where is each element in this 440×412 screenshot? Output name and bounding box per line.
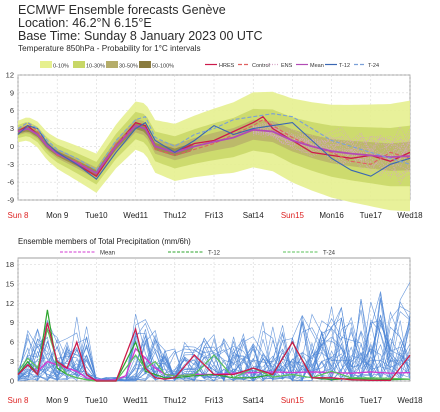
precip-x-tick-label: Sun 8 — [8, 396, 29, 405]
precip-member-line — [17, 316, 411, 382]
precip-member-line — [17, 306, 411, 382]
temp-x-tick-label: Sun15 — [281, 211, 305, 220]
prob-band-30-50 — [18, 118, 410, 179]
line-legend-label: ENS — [281, 63, 293, 69]
precip-y-tick-label: 0 — [10, 377, 14, 386]
temp-y-tick-label: 12 — [6, 71, 14, 80]
temp-x-tick-label: Fri13 — [205, 211, 224, 220]
location-label: Location: 46.2°N 6.15°E — [18, 16, 152, 30]
temp-y-tick-label: 0 — [10, 142, 14, 151]
ens-member-line — [253, 123, 411, 154]
temp-series-control — [17, 118, 411, 174]
precip-series-t12 — [17, 309, 411, 382]
ens-member-line — [253, 126, 411, 174]
ens-member-line — [253, 124, 411, 156]
precip-y-tick-label: 3 — [10, 357, 14, 366]
temp-x-tick-label: Sun 8 — [8, 211, 29, 220]
temp-x-tick-label: Sat14 — [243, 211, 264, 220]
precip-y-tick-label: 18 — [6, 260, 14, 269]
temp-y-tick-label: -6 — [7, 178, 14, 187]
line-legend-label: Control — [252, 63, 270, 69]
chart-subtitle: Temperature 850hPa - Probability for 1°C… — [18, 44, 201, 53]
precip-member-line — [17, 311, 411, 382]
temp-y-tick-label: 3 — [10, 124, 14, 133]
temp-series-t24 — [17, 113, 411, 171]
temp-y-tick-label: -3 — [7, 160, 14, 169]
ens-member-line — [253, 120, 411, 161]
ens-member-line — [253, 120, 411, 154]
precip-members-group — [17, 282, 411, 382]
precip-x-tick-label: Tue10 — [85, 396, 108, 405]
precip-series-mean — [17, 347, 411, 382]
line-legend-label: T-24 — [368, 63, 379, 69]
temp-x-tick-label: Mon 9 — [46, 211, 69, 220]
prob-legend-label: 50-100% — [152, 64, 174, 70]
temp-x-tick-label: Tue17 — [360, 211, 383, 220]
chart-title: ECMWF Ensemble forecasts Genève — [18, 3, 226, 17]
prob-legend-swatch — [40, 61, 52, 68]
precip-x-tick-label: Thu12 — [163, 396, 186, 405]
temp-y-tick-label: 9 — [10, 88, 14, 97]
temp-x-tick-label: Wed11 — [123, 211, 148, 220]
precip-member-line — [17, 326, 411, 382]
prob-legend-swatch — [73, 61, 85, 68]
precip-member-line — [17, 317, 411, 382]
precip-x-tick-label: Wed11 — [123, 396, 148, 405]
precip-x-tick-label: Fri13 — [205, 396, 224, 405]
ens-member-line — [253, 133, 411, 155]
temp-series-t12 — [17, 121, 411, 180]
precip-x-tick-label: Mon16 — [319, 396, 344, 405]
precip-legend-label: Mean — [100, 251, 115, 257]
precip-member-line — [17, 316, 411, 382]
precip-series-hres — [17, 322, 411, 382]
precip-y-tick-label: 12 — [6, 299, 14, 308]
temp-x-tick-label: Thu12 — [163, 211, 186, 220]
precip-legend-label: T-12 — [208, 251, 221, 257]
ens-member-line — [253, 126, 411, 178]
line-legend-label: T-12 — [339, 63, 350, 69]
temp-x-tick-label: Wed18 — [397, 211, 423, 220]
prob-legend-label: 10-30% — [86, 64, 105, 70]
precip-x-tick-label: Sun15 — [281, 396, 305, 405]
base-time-label: Base Time: Sunday 8 January 2023 00 UTC — [18, 29, 263, 43]
precip-x-tick-label: Sat14 — [243, 396, 264, 405]
prob-legend-swatch — [106, 61, 118, 68]
precip-x-tick-label: Mon 9 — [46, 396, 69, 405]
temp-series-mean — [17, 124, 411, 175]
temp-y-tick-label: 6 — [10, 106, 14, 115]
precip-legend-label: T-24 — [323, 251, 336, 257]
precip-y-tick-label: 6 — [10, 338, 14, 347]
prob-legend-label: 0-10% — [53, 64, 69, 70]
precip-series-t24 — [17, 326, 411, 382]
temp-x-tick-label: Tue10 — [85, 211, 108, 220]
temp-y-tick-label: -9 — [7, 196, 14, 205]
line-legend-label: HRES — [219, 63, 235, 69]
precip-y-tick-label: 15 — [6, 279, 14, 288]
precip-y-tick-label: 9 — [10, 318, 14, 327]
precip-x-tick-label: Tue17 — [360, 396, 383, 405]
ens-member-line — [253, 126, 411, 168]
prob-legend-label: 30-50% — [119, 64, 138, 70]
temp-x-tick-label: Mon16 — [319, 211, 344, 220]
precip-member-line — [18, 327, 411, 382]
precip-x-tick-label: Wed18 — [397, 396, 423, 405]
precip-title: Ensemble members of Total Precipitation … — [18, 237, 191, 246]
prob-legend-swatch — [139, 61, 151, 68]
ens-member-line — [253, 125, 411, 160]
line-legend-label: Mean — [310, 63, 324, 69]
